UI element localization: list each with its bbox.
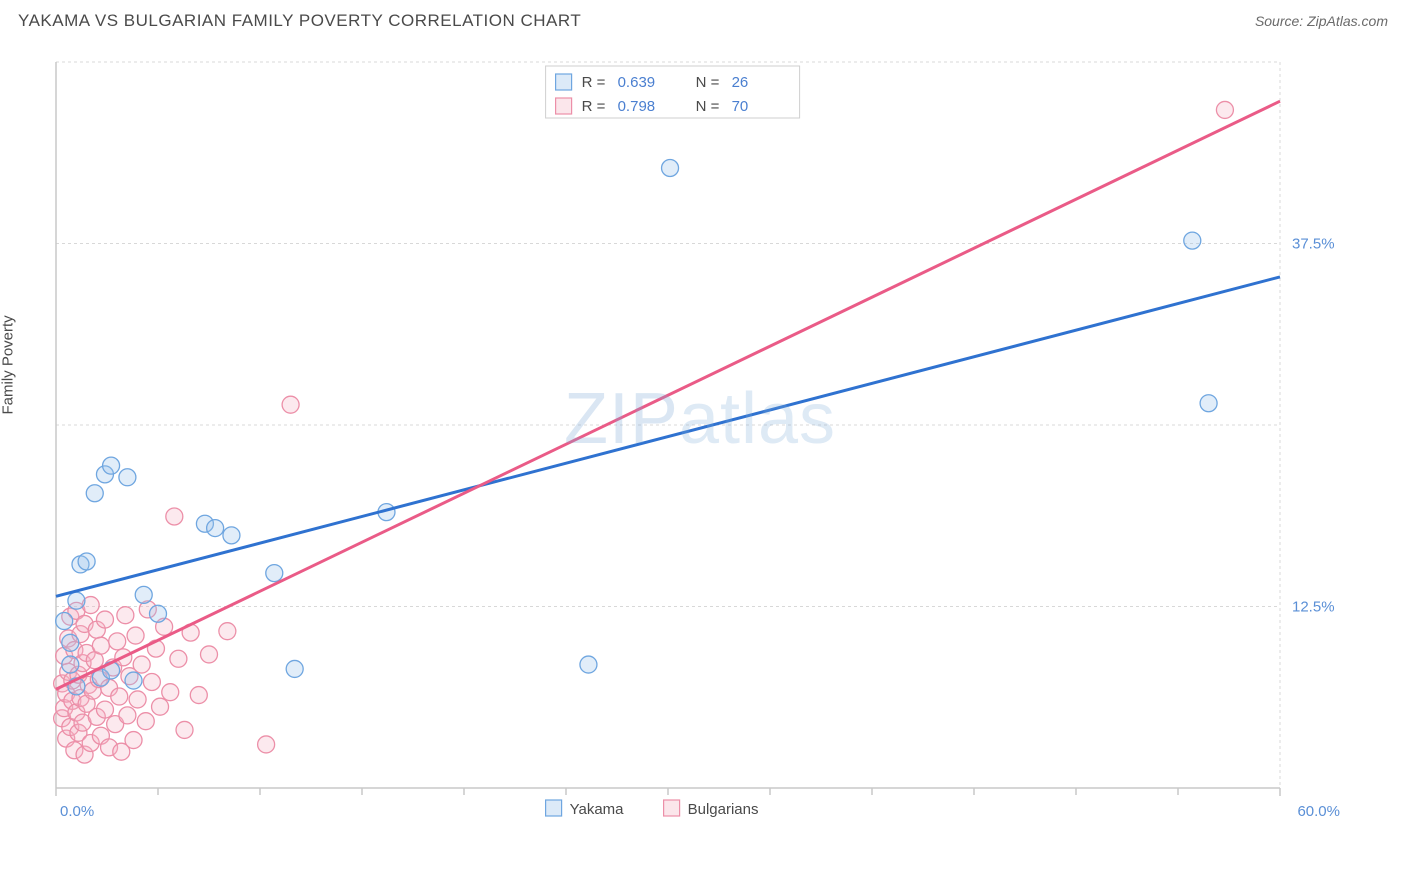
y-tick-label: 37.5% bbox=[1292, 236, 1335, 253]
scatter-point bbox=[150, 605, 167, 622]
plot-area: 0.0%60.0%12.5%37.5%R = 0.639N = 26R = 0.… bbox=[50, 52, 1350, 832]
scatter-point bbox=[125, 672, 142, 689]
scatter-point bbox=[56, 613, 73, 630]
scatter-point bbox=[135, 586, 152, 603]
scatter-point bbox=[117, 607, 134, 624]
scatter-point bbox=[62, 634, 79, 651]
legend-n-label: N = bbox=[696, 74, 720, 91]
legend-n-label: N = bbox=[696, 98, 720, 115]
chart-source: Source: ZipAtlas.com bbox=[1255, 13, 1388, 29]
chart-title: YAKAMA VS BULGARIAN FAMILY POVERTY CORRE… bbox=[18, 11, 581, 31]
scatter-point bbox=[152, 698, 169, 715]
scatter-point bbox=[103, 457, 120, 474]
scatter-point bbox=[1200, 395, 1217, 412]
scatter-point bbox=[129, 691, 146, 708]
legend-swatch bbox=[556, 98, 572, 114]
scatter-point bbox=[143, 674, 160, 691]
scatter-point bbox=[78, 553, 95, 570]
scatter-point bbox=[86, 485, 103, 502]
scatter-point bbox=[266, 565, 283, 582]
legend-n-value: 70 bbox=[732, 98, 749, 115]
scatter-point bbox=[137, 713, 154, 730]
x-tick-label: 0.0% bbox=[60, 803, 94, 820]
scatter-point bbox=[201, 646, 218, 663]
series-legend: Yakama Bulgarians bbox=[546, 800, 759, 818]
scatter-point bbox=[92, 637, 109, 654]
legend-n-value: 26 bbox=[732, 74, 749, 91]
scatter-point bbox=[662, 159, 679, 176]
legend-label: Yakama bbox=[570, 801, 625, 818]
trend-line bbox=[56, 277, 1280, 596]
scatter-point bbox=[119, 469, 136, 486]
scatter-point bbox=[62, 656, 79, 673]
scatter-point bbox=[219, 623, 236, 640]
scatter-point bbox=[223, 527, 240, 544]
scatter-point bbox=[125, 732, 142, 749]
scatter-point bbox=[96, 611, 113, 628]
scatter-point bbox=[166, 508, 183, 525]
scatter-point bbox=[133, 656, 150, 673]
chart-header: YAKAMA VS BULGARIAN FAMILY POVERTY CORRE… bbox=[0, 0, 1406, 42]
x-tick-label: 60.0% bbox=[1297, 803, 1340, 820]
scatter-point bbox=[170, 650, 187, 667]
legend-r-value: 0.798 bbox=[618, 98, 656, 115]
y-tick-label: 12.5% bbox=[1292, 599, 1335, 616]
scatter-point bbox=[190, 687, 207, 704]
legend-swatch bbox=[664, 800, 680, 816]
scatter-point bbox=[580, 656, 597, 673]
legend-swatch bbox=[556, 74, 572, 90]
legend-label: Bulgarians bbox=[688, 801, 759, 818]
scatter-plot-svg: 0.0%60.0%12.5%37.5%R = 0.639N = 26R = 0.… bbox=[50, 52, 1350, 832]
scatter-point bbox=[109, 633, 126, 650]
legend-r-value: 0.639 bbox=[618, 74, 656, 91]
scatter-point bbox=[282, 396, 299, 413]
scatter-point bbox=[96, 701, 113, 718]
scatter-point bbox=[127, 627, 144, 644]
scatter-point bbox=[111, 688, 128, 705]
scatter-point bbox=[286, 660, 303, 677]
scatter-point bbox=[176, 721, 193, 738]
legend-swatch bbox=[546, 800, 562, 816]
legend-r-label: R = bbox=[582, 74, 606, 91]
scatter-point bbox=[162, 684, 179, 701]
scatter-point bbox=[1184, 232, 1201, 249]
scatter-point bbox=[207, 520, 224, 537]
y-axis-label: Family Poverty bbox=[0, 315, 17, 414]
scatter-point bbox=[1216, 101, 1233, 118]
correlation-legend: R = 0.639 N = 26 R = 0.798 N = 70 bbox=[546, 66, 800, 118]
legend-r-label: R = bbox=[582, 98, 606, 115]
scatter-point bbox=[258, 736, 275, 753]
scatter-point bbox=[119, 707, 136, 724]
scatter-point bbox=[68, 592, 85, 609]
trend-line bbox=[56, 101, 1280, 689]
